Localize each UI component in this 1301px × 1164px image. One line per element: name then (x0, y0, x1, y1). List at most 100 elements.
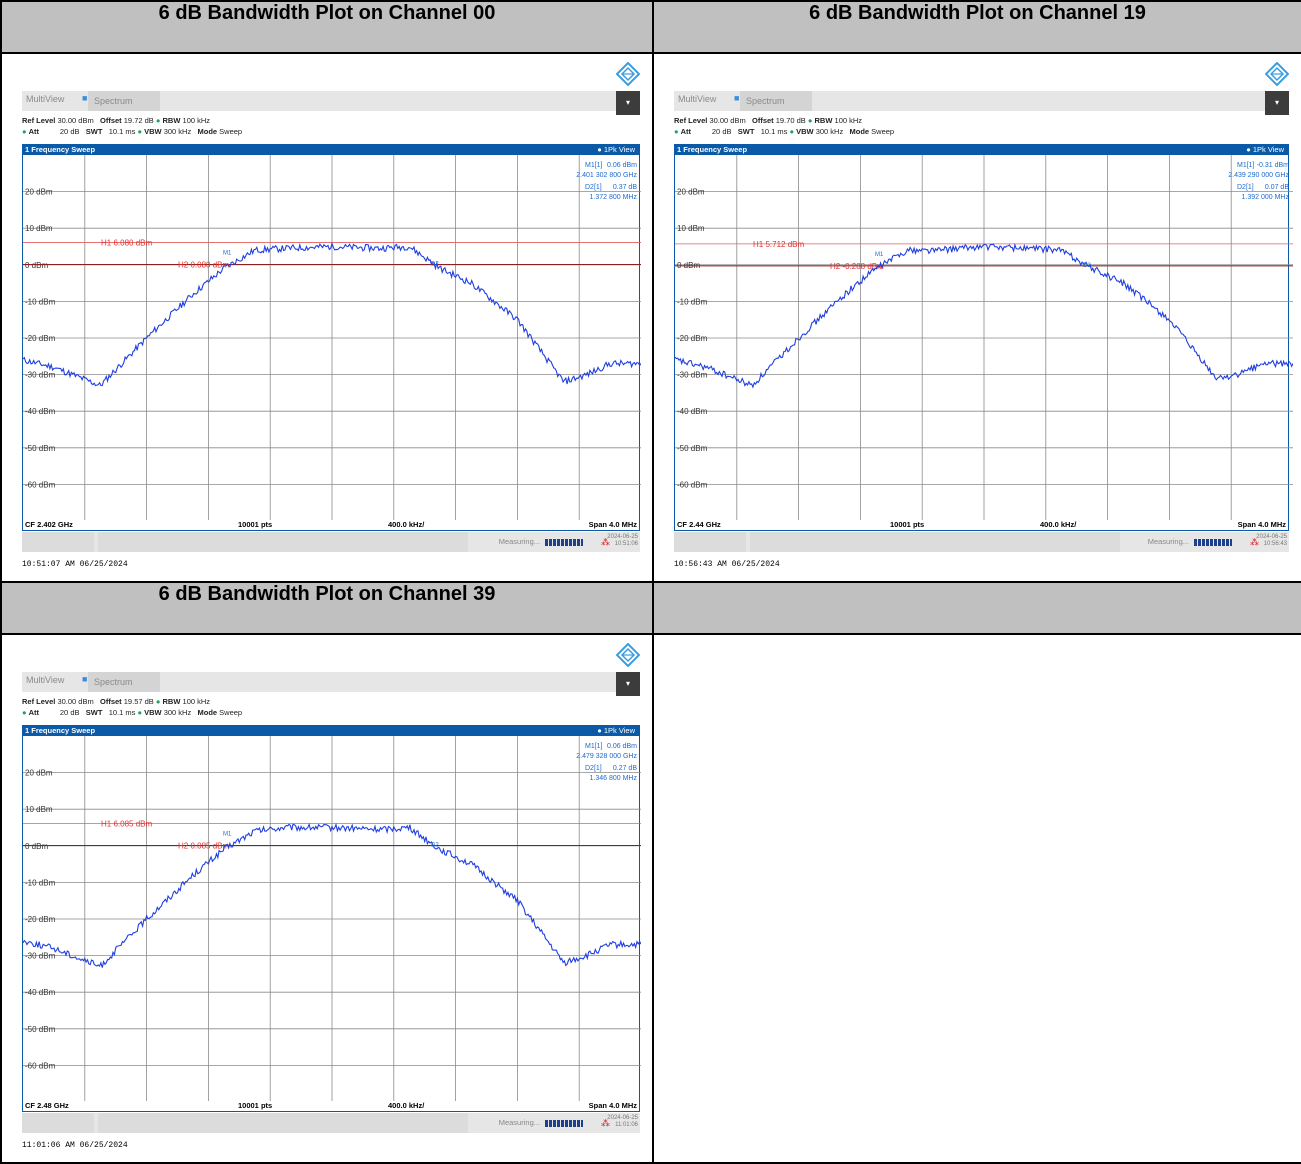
marker-m1-frequency: 2.401 302 800 GHz (576, 172, 637, 179)
pane-title: 1 Frequency Sweep (677, 145, 748, 155)
marker-m1-frequency: 2.479 328 000 GHz (576, 753, 637, 760)
footer-bar: CF 2.48 GHz 10001 pts 400.0 kHz/ Span 4.… (22, 1101, 640, 1113)
y-tick-label: -30 dBm (677, 371, 708, 380)
att-label: Att (680, 127, 692, 137)
y-tick-label: -50 dBm (677, 444, 708, 453)
params-row-1: Ref Level 30.00 dBm Offset 19.72 dB ● RB… (22, 116, 210, 125)
center-frequency: CF 2.44 GHz (677, 520, 721, 530)
span-value: Span 4.0 MHz (588, 520, 637, 530)
y-tick-label: -60 dBm (677, 480, 708, 489)
rbw-label: RBW (162, 116, 181, 126)
tab-spectrum[interactable]: Spectrum (88, 91, 160, 112)
status-segment (22, 532, 94, 553)
offset-label: Offset (752, 116, 774, 126)
menu-button[interactable]: ▾ (616, 91, 640, 116)
warning-icon: ⁂ (601, 537, 610, 548)
bullet-icon: ● (807, 116, 813, 126)
tab-multiview[interactable]: MultiView (26, 94, 65, 105)
panel-title-ch19: 6 dB Bandwidth Plot on Channel 19 (652, 0, 1301, 55)
att-value: 20 dB (711, 127, 732, 137)
mode-value: Sweep (871, 127, 895, 137)
panel-title-empty (652, 580, 1301, 636)
bullet-icon: ● (674, 127, 679, 137)
y-tick-label: 10 dBm (25, 224, 53, 233)
y-tick-label: -50 dBm (25, 1025, 56, 1034)
vbw-value: 300 kHz (163, 127, 192, 137)
frequency-sweep-pane: 1 Frequency Sweep ● 1Pk View 20 dBm 10 dB… (22, 144, 641, 523)
marker-m1-level: 0.06 dBm (607, 162, 637, 169)
marker-m1-label: M1[1] (1237, 162, 1255, 169)
status-time: 10:51:06 (614, 541, 638, 548)
y-tick-label: -10 dBm (25, 297, 56, 306)
rbw-value: 100 kHz (834, 116, 863, 126)
y-tick-label: -50 dBm (25, 444, 56, 453)
marker-d2-label: D2[1] (585, 765, 602, 772)
marker-m1-frequency: 2.439 290 000 GHz (1228, 172, 1289, 179)
att-label: Att (28, 127, 40, 137)
status-segment (674, 532, 746, 553)
status-datetime: 2024-06-25 10:56:43 (1256, 534, 1287, 548)
mode-label: Mode (197, 708, 218, 718)
trace-view-label: ● 1Pk View (597, 145, 635, 155)
att-value: 20 dB (59, 127, 80, 137)
freq-per-division: 400.0 kHz/ (388, 520, 425, 530)
mode-value: Sweep (219, 708, 243, 718)
tab-bar: MultiView ■ Spectrum ▾ (22, 91, 640, 116)
view-text: 1Pk View (603, 145, 635, 155)
marker-d2-frequency: 1.392 000 MHz (1242, 194, 1290, 201)
att-value: 20 dB (59, 708, 80, 718)
spectrum-trace (23, 822, 641, 968)
tab-multiview[interactable]: MultiView (678, 94, 717, 105)
menu-button[interactable]: ▾ (1265, 91, 1289, 116)
pane-header: 1 Frequency Sweep ● 1Pk View (23, 145, 639, 156)
status-bar: Measuring... ⁂ 2024-06-25 10:56:43 (674, 532, 1289, 553)
tab-multiview[interactable]: MultiView (26, 675, 65, 686)
h1-label: H1 6.080 dBm (101, 239, 152, 248)
status-segment (98, 1113, 468, 1134)
panel-cell-ch39: MultiView ■ Spectrum ▾ Ref Level 30.00 d… (0, 633, 654, 1164)
h2-label: H2 -0.288 dBm (830, 262, 884, 271)
footer-bar: CF 2.44 GHz 10001 pts 400.0 kHz/ Span 4.… (674, 520, 1289, 532)
offset-label: Offset (100, 697, 122, 707)
pane-header: 1 Frequency Sweep ● 1Pk View (675, 145, 1288, 156)
h1-label: H1 6.085 dBm (101, 820, 152, 829)
marker-m1-label: M1[1] (585, 162, 603, 169)
rs-logo-icon (616, 643, 640, 668)
panel-title-ch39: 6 dB Bandwidth Plot on Channel 39 (0, 580, 654, 636)
offset-value: 19.70 dB (775, 116, 806, 126)
y-tick-label: 20 dBm (25, 188, 53, 197)
mode-label: Mode (849, 127, 870, 137)
y-tick-label: -20 dBm (25, 334, 56, 343)
marker-d2: D2 (431, 262, 439, 268)
bullet-icon: ● (22, 708, 27, 718)
status-bar: Measuring... ⁂ 2024-06-25 10:51:06 (22, 532, 640, 553)
offset-value: 19.57 dB (123, 697, 154, 707)
menu-button[interactable]: ▾ (616, 672, 640, 697)
empty-cell (652, 633, 1301, 1164)
bullet-icon: ● (789, 127, 795, 137)
tab-bar: MultiView ■ Spectrum ▾ (22, 672, 640, 697)
warning-icon: ⁂ (1250, 537, 1259, 548)
frequency-sweep-pane: 1 Frequency Sweep ● 1Pk View 20 dBm 10 dB… (22, 725, 641, 1104)
tab-spectrum[interactable]: Spectrum (88, 672, 160, 693)
measuring-status: Measuring... (1147, 537, 1189, 547)
ref-level-label: Ref Level (674, 116, 708, 126)
marker-d2: D2 (431, 843, 439, 849)
tab-spectrum[interactable]: Spectrum (740, 91, 812, 112)
measuring-status: Measuring... (498, 537, 540, 547)
swt-value: 10.1 ms (760, 127, 788, 137)
panel-cell-ch00: MultiView ■ Spectrum ▾ Ref Level 30.00 d… (0, 52, 654, 583)
marker-d2-frequency: 1.372 800 MHz (590, 194, 638, 201)
swt-label: SWT (85, 708, 103, 718)
measuring-status: Measuring... (498, 1118, 540, 1128)
swt-value: 10.1 ms (108, 708, 136, 718)
vbw-value: 300 kHz (163, 708, 192, 718)
tab-dot-icon: ■ (82, 674, 88, 685)
progress-bar (545, 539, 583, 547)
swt-label: SWT (737, 127, 755, 137)
span-value: Span 4.0 MHz (1237, 520, 1286, 530)
status-segment (22, 1113, 94, 1134)
y-tick-label: 20 dBm (677, 188, 705, 197)
freq-per-division: 400.0 kHz/ (388, 1101, 425, 1111)
